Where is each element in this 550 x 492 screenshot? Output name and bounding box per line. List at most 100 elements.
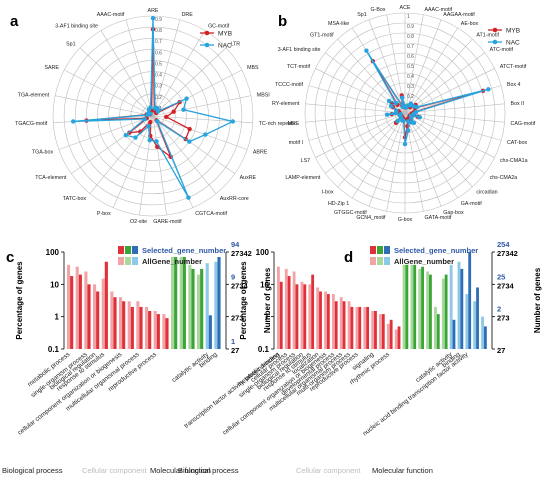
y-tick-label: 1 — [55, 313, 60, 322]
y2-tick-label-all: 27 — [497, 346, 505, 355]
radar-point — [184, 96, 189, 101]
radar-spoke — [308, 85, 406, 114]
bar-all-genes — [316, 287, 320, 349]
y2-tick-label-selected: 25 — [497, 272, 505, 281]
radar-point — [147, 138, 152, 143]
radar-axis-label: Box 4 — [507, 82, 521, 88]
group-label: Biological process — [178, 466, 239, 475]
radar-axis-label: Box II — [511, 101, 525, 107]
y-tick-label: 0.1 — [258, 345, 270, 354]
radar-point — [181, 107, 186, 112]
radar-spoke — [352, 112, 406, 199]
radar-spoke — [152, 115, 253, 124]
radar-spoke — [337, 112, 406, 188]
radar-tick-label: 0.3 — [155, 84, 162, 90]
bar-selected-genes — [366, 306, 370, 349]
radar-point — [388, 103, 394, 109]
bar-all-genes — [162, 314, 166, 349]
radar-spoke — [152, 115, 217, 194]
bar-selected-genes — [104, 261, 108, 349]
y2-axis-title: Number of genes — [263, 267, 272, 333]
legend-marker — [204, 30, 210, 36]
y2-tick-label-selected: 254 — [497, 240, 510, 249]
radar-spoke — [305, 103, 406, 114]
radar-point — [123, 133, 128, 138]
bar-all-genes — [324, 291, 327, 349]
bar-all-genes — [465, 294, 469, 349]
bar-selected-genes — [295, 284, 299, 349]
bar-selected-genes — [287, 276, 291, 349]
bar-all-genes — [457, 261, 461, 349]
radar-point — [142, 116, 147, 122]
y2-axis-title: Number of genes — [533, 267, 542, 333]
radar-tick-label: 0.6 — [407, 54, 414, 60]
radar-axis-label: MBS — [247, 65, 259, 71]
radar-axis-label: CAT-box — [507, 140, 528, 146]
radar-point — [486, 87, 491, 92]
bar-selected-genes — [397, 326, 401, 349]
radar-spoke — [152, 47, 227, 117]
radar-point — [406, 128, 411, 133]
radar-axis-label: AuxRR-core — [220, 196, 249, 202]
bar-all-genes — [284, 268, 288, 349]
radar-spoke — [386, 112, 406, 212]
radar-spoke — [404, 112, 505, 123]
bar-selected-genes — [148, 310, 152, 349]
legend-label: NAC — [218, 43, 232, 50]
legend-label-all: AllGene_number — [142, 257, 202, 266]
bar-all-genes — [197, 274, 201, 349]
panel-label-b: b — [278, 13, 287, 30]
radar-axis-label: G-Box — [371, 7, 386, 13]
radar-spoke — [337, 38, 406, 114]
bar-all-genes — [363, 306, 367, 349]
bar-all-genes — [308, 284, 312, 349]
bar-all-genes — [300, 281, 304, 349]
bar-selected-genes — [174, 257, 178, 349]
radar-axis-label: AuxRE — [240, 175, 257, 181]
radar-tick-label: 0.4 — [155, 73, 162, 79]
bar-selected-genes — [165, 318, 169, 349]
bar-all-genes — [386, 323, 390, 349]
bar-selected-genes — [421, 266, 424, 349]
radar-axis-label: P-box — [97, 211, 111, 217]
y2-tick-label-all: 27 — [231, 346, 239, 355]
bar-all-genes — [84, 271, 88, 349]
panel-label-d: d — [344, 249, 353, 266]
radar-tick-label: 1 — [407, 14, 410, 20]
bar-selected-genes — [191, 268, 195, 349]
y2-tick-label-selected: 94 — [231, 240, 240, 249]
radar-spoke — [404, 27, 458, 114]
radar-point — [187, 126, 192, 132]
radar-point — [230, 119, 236, 124]
legend-swatch-all — [118, 257, 124, 265]
radar-axis-label: GARE-motif — [153, 219, 182, 225]
legend-marker — [204, 42, 210, 48]
legend-swatch-selected — [370, 246, 376, 254]
radar-axis-label: SARE — [44, 65, 59, 71]
y2-tick-label-selected: 1 — [231, 337, 235, 346]
radar-axis-label: ATC-motif — [490, 47, 514, 53]
radar-spoke — [368, 112, 406, 207]
bar-selected-genes — [405, 264, 409, 349]
bar-selected-genes — [311, 274, 315, 349]
radar-axis-label: CAG-motif — [511, 121, 536, 127]
radar-point — [133, 135, 138, 140]
radar-point — [402, 141, 408, 147]
bar-all-genes — [205, 263, 209, 349]
radar-point — [148, 105, 153, 110]
bar-all-genes — [410, 264, 414, 349]
bar-selected-genes — [319, 291, 322, 349]
radar-spoke — [152, 19, 181, 117]
bar-selected-genes — [87, 284, 91, 349]
bar-all-genes — [347, 301, 351, 349]
bar-all-genes — [481, 316, 484, 349]
radar-axis-label: circadian — [476, 189, 497, 195]
radar-axis-label: LTR — [230, 42, 240, 48]
y2-tick-label-all: 273 — [231, 314, 244, 323]
radar-axis-label: GTGGC-motif — [334, 210, 367, 216]
radar-tick-label: 0.7 — [407, 44, 414, 50]
radar-axis-label: AAGAA-motif — [443, 12, 475, 18]
x-category-label: biological regulation — [49, 351, 98, 392]
radar-spoke — [152, 69, 242, 117]
